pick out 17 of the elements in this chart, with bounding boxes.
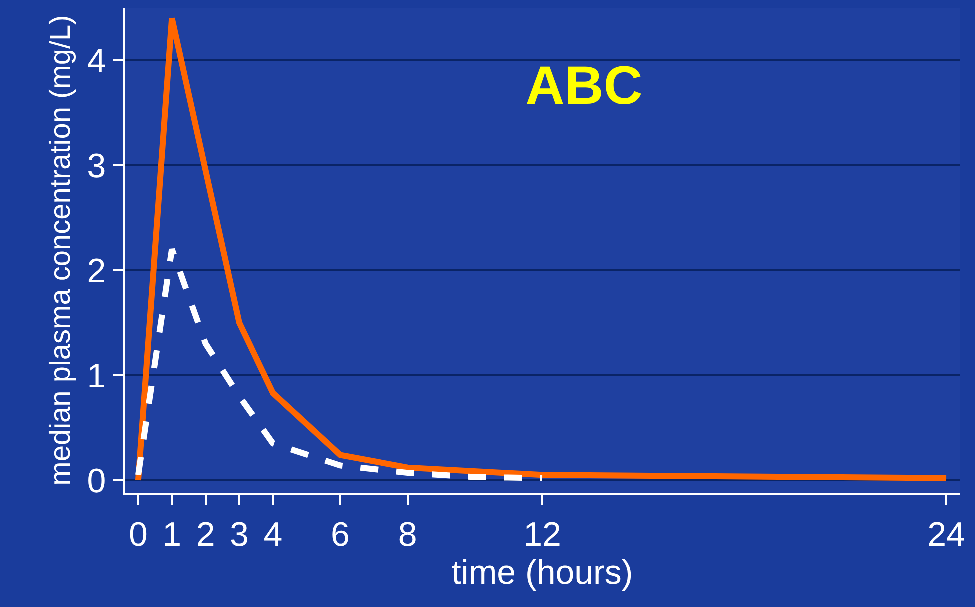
x-tick-label: 3 xyxy=(230,516,249,554)
x-tick-label: 1 xyxy=(162,516,182,554)
y-tick-label: 4 xyxy=(87,42,106,80)
x-tick-label: 4 xyxy=(264,516,283,554)
y-tick-label: 0 xyxy=(87,462,106,500)
x-tick-label: 8 xyxy=(398,516,418,554)
y-tick-label: 2 xyxy=(87,252,106,290)
x-tick-label: 0 xyxy=(129,516,148,554)
x-tick-label: 6 xyxy=(331,516,350,554)
y-tick-label: 1 xyxy=(87,357,106,396)
y-axis-title: median plasma concentration (mg/L) xyxy=(45,15,78,486)
y-tick-label: 3 xyxy=(87,147,106,186)
x-axis-title: time (hours) xyxy=(452,554,634,592)
x-tick-label: 24 xyxy=(928,516,966,554)
x-tick-label: 2 xyxy=(196,516,216,554)
x-tick-label: 12 xyxy=(524,516,562,554)
text: ABC xyxy=(526,56,643,116)
